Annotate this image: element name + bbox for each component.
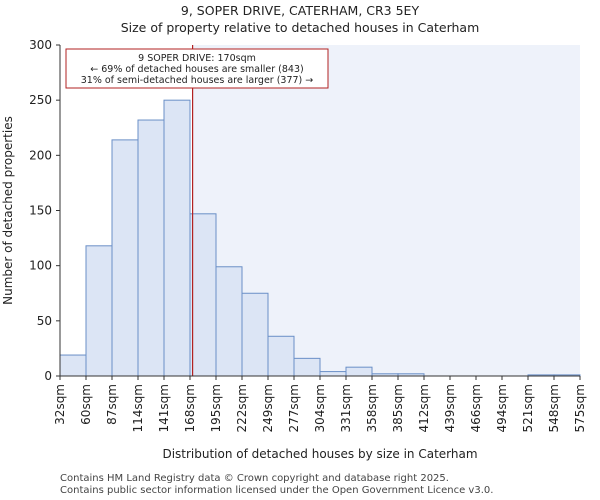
bar-60sqm	[85, 245, 113, 377]
x-tick-label: 466sqm	[469, 384, 483, 432]
footer-copyright: Contains HM Land Registry data © Crown c…	[60, 473, 449, 484]
x-tick-label: 494sqm	[495, 384, 509, 432]
x-tick-label: 548sqm	[547, 384, 561, 432]
y-tick-label: 150	[29, 204, 52, 218]
bar-195sqm	[215, 266, 243, 377]
x-tick-label: 87sqm	[105, 384, 119, 425]
x-tick-label: 439sqm	[443, 384, 457, 432]
x-axis-label: Distribution of detached houses by size …	[162, 447, 477, 461]
x-tick-label: 412sqm	[417, 384, 431, 432]
annotation-line-3: 31% of semi-detached houses are larger (…	[81, 75, 314, 86]
bar-304sqm	[319, 371, 347, 377]
bar-114sqm	[137, 119, 165, 377]
y-axis-label: Number of detached properties	[1, 116, 15, 305]
x-tick-label: 331sqm	[339, 384, 353, 432]
y-axis: 0 50 100 150 200 250 300	[29, 38, 61, 383]
footer-licence: Contains public sector information licen…	[60, 485, 494, 496]
y-tick-label: 50	[37, 314, 52, 328]
y-tick-label: 100	[29, 259, 52, 273]
x-tick-label: 60sqm	[79, 384, 93, 425]
y-tick-label: 250	[29, 93, 52, 107]
x-tick-label: 249sqm	[261, 384, 275, 432]
x-tick-label: 141sqm	[157, 384, 171, 432]
x-tick-label: 358sqm	[365, 384, 379, 432]
x-axis: 32sqm 60sqm 87sqm 114sqm 141sqm 168sqm 195sqm 2…	[53, 375, 587, 432]
y-tick-label: 200	[29, 148, 52, 162]
x-tick-label: 521sqm	[521, 384, 535, 432]
x-tick-label: 385sqm	[391, 384, 405, 432]
bars-group	[59, 99, 581, 377]
x-tick-label: 222sqm	[235, 384, 249, 432]
bar-249sqm	[267, 335, 295, 377]
x-tick-label: 32sqm	[53, 384, 67, 425]
y-tick-label: 0	[44, 369, 52, 383]
bar-168sqm	[189, 213, 217, 377]
chart-subtitle: Size of property relative to detached ho…	[120, 20, 480, 35]
x-tick-label: 575sqm	[573, 384, 587, 432]
x-tick-label: 304sqm	[313, 384, 327, 432]
bar-331sqm	[345, 366, 373, 377]
bar-32sqm	[59, 354, 87, 377]
bar-141sqm	[163, 99, 191, 377]
bar-222sqm	[241, 292, 269, 377]
x-tick-label: 277sqm	[287, 384, 301, 432]
bar-87sqm	[111, 139, 139, 377]
x-tick-label: 195sqm	[209, 384, 223, 432]
y-tick-label: 300	[29, 38, 52, 52]
chart-title: 9, SOPER DRIVE, CATERHAM, CR3 5EY	[180, 3, 420, 18]
annotation-line-1: 9 SOPER DRIVE: 170sqm	[138, 53, 256, 64]
x-tick-label: 168sqm	[183, 384, 197, 432]
annotation-border	[65, 48, 329, 89]
x-tick-label: 114sqm	[131, 384, 145, 432]
bar-277sqm	[293, 357, 321, 377]
bar-chart: 0 50 100 150 200 250 300 32sqm 60sqm 87sqm 114sqm…	[1, 38, 587, 461]
annotation-box: 9 SOPER DRIVE: 170sqm ← 69% of detached …	[65, 48, 329, 89]
annotation-line-2: ← 69% of detached houses are smaller (84…	[90, 64, 303, 75]
